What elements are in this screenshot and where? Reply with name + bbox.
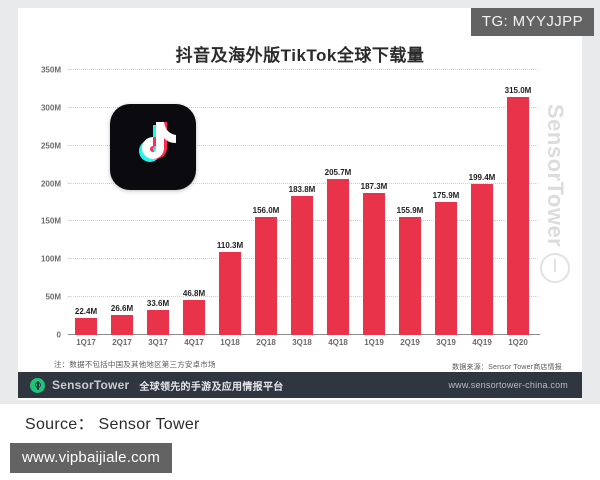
bar-slot: 205.7M (320, 70, 356, 335)
footer-brand: SensorTower (52, 378, 130, 392)
plot-area: 0 50M 100M 150M 200M 250M 300M 350M 22.4M 26.6M 3… (41, 66, 540, 340)
bar: 46.8M (182, 289, 206, 335)
bar-value-label: 187.3M (360, 182, 388, 192)
bar: 187.3M (361, 182, 387, 335)
bar-value-label: 26.6M (110, 303, 134, 313)
x-axis-tick-label: 1Q19 (364, 338, 384, 347)
bar-slot: 175.9M (428, 70, 464, 335)
x-axis-tick-label: 1Q20 (508, 338, 528, 347)
bar-value-label: 199.4M (468, 173, 496, 183)
bar: 199.4M (469, 173, 495, 335)
bar-value-label: 110.3M (216, 240, 244, 250)
bar-value-label: 33.6M (146, 298, 170, 308)
bar: 175.9M (433, 191, 459, 335)
bar-value-label: 205.7M (324, 168, 352, 178)
bar-slot: 156.0M (248, 70, 284, 335)
bar-slot: 315.0M (500, 70, 536, 335)
x-axis-tick-label: 2Q18 (256, 338, 276, 347)
tiktok-logo-icon (110, 104, 196, 190)
bar-value-label: 22.4M (74, 307, 98, 317)
bar: 156.0M (253, 206, 279, 335)
gridline: 200M (41, 179, 538, 188)
x-axis-tick-label: 2Q19 (400, 338, 420, 347)
bar-slot: 183.8M (284, 70, 320, 335)
bar: 110.3M (217, 241, 243, 335)
bar: 26.6M (110, 304, 134, 335)
y-axis-tick-label: 300M (40, 103, 61, 113)
gridline: 350M (41, 66, 538, 75)
bar-slot: 155.9M (392, 70, 428, 335)
x-axis-tick-label: 1Q17 (76, 338, 96, 347)
sensortower-logo-icon (30, 377, 45, 393)
bar: 183.8M (289, 185, 315, 335)
chart-title: 抖音及海外版TikTok全球下载量 (175, 46, 425, 65)
gridline: 300M (41, 103, 538, 112)
footer-url: www.sensortower-china.com (448, 380, 568, 390)
bar-value-label: 46.8M (182, 288, 206, 298)
x-axis-labels: 1Q17 2Q17 3Q17 4Q17 1Q18 2Q18 3Q18 4Q18 1Q19 2Q19… (68, 338, 536, 347)
bar-slot: 187.3M (356, 70, 392, 335)
chart-screenshot-frame: 抖音及海外版TikTok全球下载量 SensorTower 0 50M 100 (0, 0, 600, 404)
y-axis-tick-label: 150M (40, 216, 61, 226)
y-axis-tick-label: 0 (56, 330, 61, 340)
bar: 33.6M (146, 299, 170, 335)
bar-slot: 110.3M (212, 70, 248, 335)
bar-slot: 199.4M (464, 70, 500, 335)
sensortower-watermark: SensorTower (540, 104, 570, 284)
y-axis-tick-label: 100M (40, 254, 61, 264)
bar-series: 22.4M 26.6M 33.6M 46.8M 110.3M 156.0M 183.8M 20… (68, 70, 536, 335)
x-axis-tick-label: 3Q19 (436, 338, 456, 347)
bar-slot: 22.4M (68, 70, 104, 335)
y-axis-tick-label: 250M (40, 141, 61, 151)
gridline: 250M (41, 141, 538, 150)
y-axis-tick-label: 350M (40, 65, 61, 75)
chart-source-note: 数据来源：Sensor Tower商店情报 (452, 364, 562, 371)
site-watermark-badge: www.vipbaijiale.com (10, 443, 173, 473)
bar-value-label: 175.9M (432, 190, 460, 200)
y-axis-tick-label: 50M (45, 292, 61, 302)
x-axis-tick-label: 3Q18 (292, 338, 312, 347)
sensortower-footer-bar: SensorTower 全球领先的手游及应用情报平台 www.sensortow… (18, 372, 582, 398)
x-axis-tick-label: 2Q17 (112, 338, 132, 347)
bar-slot: 46.8M (176, 70, 212, 335)
bar: 155.9M (397, 206, 423, 335)
bar-slot: 33.6M (140, 70, 176, 335)
telegram-watermark-badge: TG: MYYJJPP (470, 8, 594, 36)
y-axis-tick-label: 200M (40, 179, 61, 189)
chart-card: 抖音及海外版TikTok全球下载量 SensorTower 0 50M 100 (18, 8, 582, 371)
x-axis-tick-label: 3Q17 (148, 338, 168, 347)
x-axis-tick-label: 4Q19 (472, 338, 492, 347)
bar-value-label: 156.0M (252, 205, 280, 215)
bar-slot: 26.6M (104, 70, 140, 335)
x-axis-tick-label: 4Q17 (184, 338, 204, 347)
watermark-text: SensorTower (543, 104, 568, 248)
source-caption: Source： Sensor Tower (25, 416, 200, 433)
bar-value-label: 155.9M (396, 205, 424, 215)
bar-value-label: 315.0M (504, 85, 532, 95)
bar-value-label: 183.8M (288, 184, 316, 194)
bar: 315.0M (505, 86, 531, 335)
x-axis-tick-label: 1Q18 (220, 338, 240, 347)
footer-tagline: 全球领先的手游及应用情报平台 (139, 381, 284, 393)
chart-note: 注：数据不包括中国及其他地区第三方安卓市场 (54, 360, 216, 369)
x-axis-tick-label: 4Q18 (328, 338, 348, 347)
watermark-logo-icon (540, 253, 570, 284)
bar: 22.4M (74, 307, 98, 335)
bar: 205.7M (325, 168, 351, 335)
